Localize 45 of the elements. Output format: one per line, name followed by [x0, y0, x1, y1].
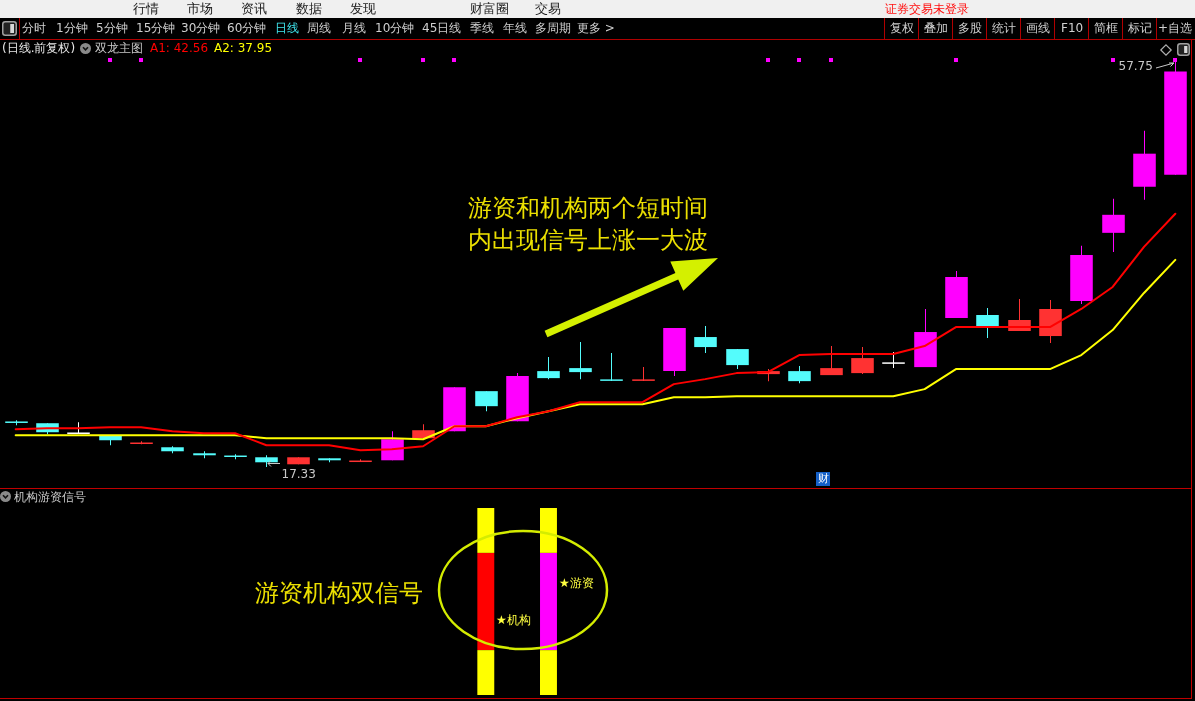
chart-title: 机构游资信号 [14, 489, 86, 505]
annotation: 游资和机构两个短时间内出现信号上涨一大波 [468, 193, 709, 256]
text: 年线 [503, 20, 527, 37]
text: 统计 [992, 20, 1016, 37]
text: 日线 [275, 20, 299, 37]
annotation: 游资机构双信号 [255, 578, 423, 609]
text: 45日线 [422, 20, 462, 37]
text: 证券交易未登录 [885, 1, 969, 18]
text: 简框 [1094, 20, 1118, 37]
text: A1: 42.56 [150, 40, 209, 57]
text: 30分钟 [181, 20, 221, 37]
text: 周线 [307, 20, 331, 37]
text: 1分钟 [56, 20, 88, 37]
text: 分时 [22, 20, 46, 37]
text: 交易 [535, 0, 561, 18]
text: 多股 [958, 20, 982, 37]
annotation: 17.33 [281, 467, 316, 481]
text: F10 [1061, 20, 1084, 37]
text: 5分钟 [96, 20, 128, 37]
annotation: ★机构 [496, 612, 531, 629]
text: 叠加 [924, 20, 948, 37]
text: 季线 [470, 20, 494, 37]
text: 发现 [350, 0, 376, 18]
text: 数据 [296, 0, 322, 18]
annotation: ★游资 [559, 574, 594, 591]
text: 60分钟 [227, 20, 267, 37]
text: 更多 > [577, 20, 615, 37]
text: 行情 [133, 0, 159, 18]
text: 10分钟 [375, 20, 415, 37]
candlestick [600, 353, 623, 381]
chart-subtitle: (日线.前复权) [2, 40, 76, 57]
text: 标记 [1128, 20, 1152, 37]
text: 多周期 [535, 20, 571, 37]
text: 画线 [1026, 20, 1050, 37]
chart-title: 双龙主图 [95, 40, 143, 57]
text: 资讯 [241, 0, 267, 18]
annotation: 57.75 [1118, 59, 1153, 73]
text: 财 [816, 472, 830, 486]
text: 市场 [187, 0, 213, 18]
text: +自选 [1158, 18, 1193, 39]
text: 月线 [342, 20, 366, 37]
text: A2: 37.95 [214, 40, 273, 57]
text: 15分钟 [136, 20, 176, 37]
text: 复权 [890, 20, 914, 37]
text: 财富圈 [470, 0, 509, 18]
